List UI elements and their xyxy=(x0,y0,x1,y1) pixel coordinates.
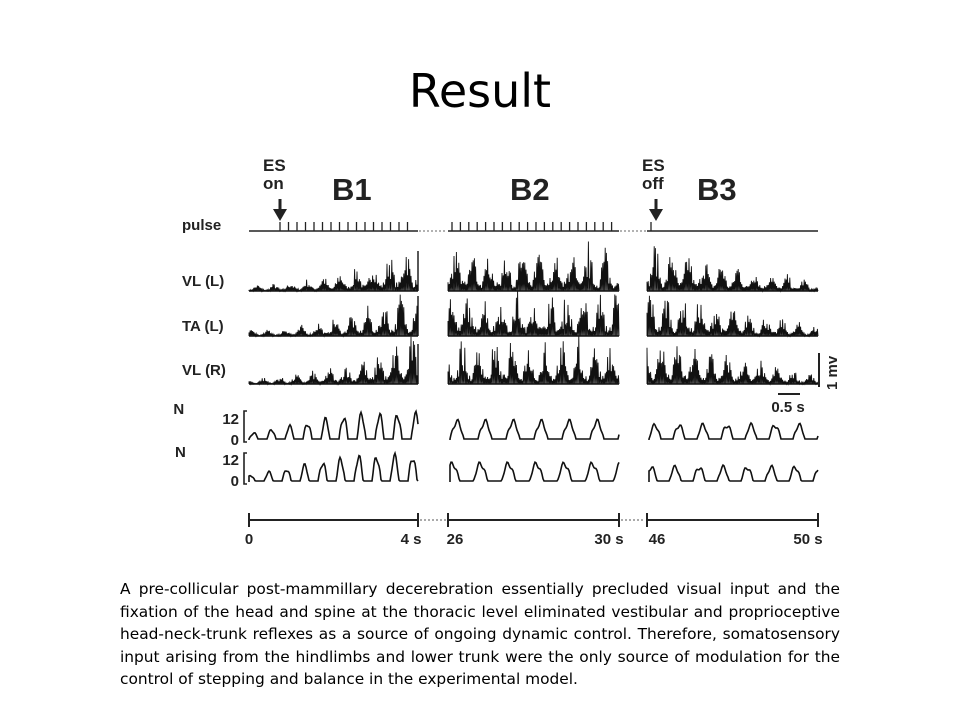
time-label-b1-end: 4 s xyxy=(401,531,422,548)
emg-vl-r-trace xyxy=(248,335,819,386)
grf-r-tick-min: 0 xyxy=(231,473,239,490)
time-label-b2-start: 26 xyxy=(447,531,464,548)
grf-l-trace xyxy=(248,409,819,440)
row-label-vl-r: VL (R) xyxy=(182,362,226,379)
time-label-b3-end: 50 s xyxy=(793,531,822,548)
grf-axes xyxy=(243,410,247,485)
row-label-grf-r: GRF (R), N xyxy=(170,444,186,461)
time-axis xyxy=(248,513,819,527)
row-label-ta-l: TA (L) xyxy=(182,318,224,335)
time-label-b2-end: 30 s xyxy=(594,531,623,548)
row-label-pulse: pulse xyxy=(182,217,221,234)
row-label-grf-l: GRF (L), N xyxy=(170,401,184,418)
es-on-label-line1: ES xyxy=(263,156,286,175)
es-on-label-line2: on xyxy=(263,174,284,193)
emg-traces xyxy=(248,222,819,386)
es-on-arrow-icon xyxy=(273,199,287,221)
panel-label-b2: B2 xyxy=(510,172,550,207)
panel-label-b1: B1 xyxy=(332,172,372,207)
panel-label-b3: B3 xyxy=(697,172,737,207)
row-label-vl-l: VL (L) xyxy=(182,273,224,290)
scale-label-amplitude: 1 mv xyxy=(824,355,840,390)
time-label-b3-start: 46 xyxy=(649,531,666,548)
emg-ta-l-trace xyxy=(248,290,819,338)
grf-r-trace xyxy=(248,450,819,482)
grf-l-tick-max: 12 xyxy=(222,411,239,428)
slide-caption: A pre-collicular post-mammillary decereb… xyxy=(120,580,840,689)
time-label-b1-start: 0 xyxy=(245,531,253,548)
es-off-label-line2: off xyxy=(642,174,664,193)
es-off-label-line1: ES xyxy=(642,156,665,175)
es-off-arrow-icon xyxy=(649,199,663,221)
grf-r-tick-max: 12 xyxy=(222,452,239,469)
slide-title: Result xyxy=(408,64,552,118)
emg-grf-figure: B1 B2 B3 ES on ES off pulse VL (L) TA (L… xyxy=(170,156,840,548)
grf-traces xyxy=(248,409,819,482)
scale-label-time: 0.5 s xyxy=(771,399,804,416)
pulse-trace xyxy=(249,222,818,232)
emg-vl-l-trace xyxy=(248,241,819,293)
grf-l-tick-min: 0 xyxy=(231,432,239,449)
